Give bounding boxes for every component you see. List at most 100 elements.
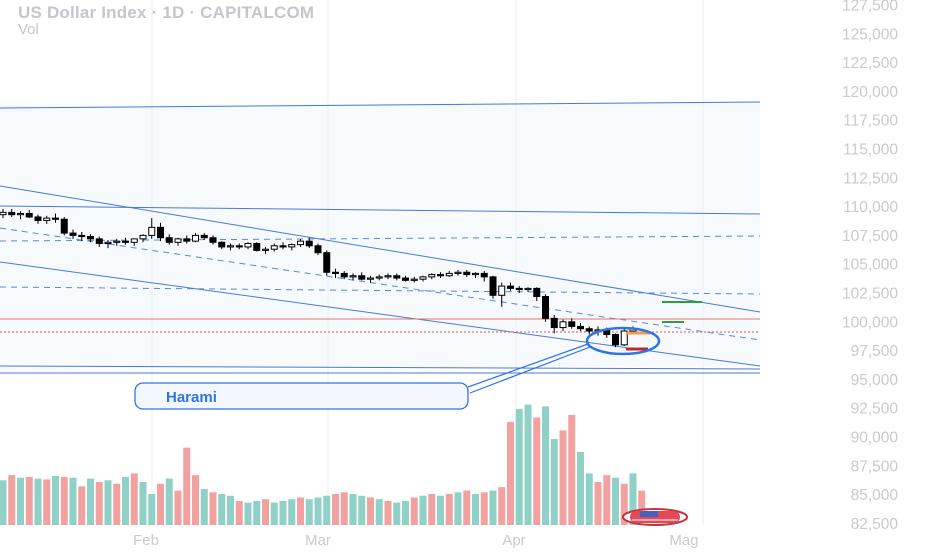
candle-body	[139, 234, 147, 240]
y-axis-tick-label: 105,000	[842, 257, 898, 274]
y-axis-tick-label: 102,500	[842, 286, 898, 303]
drawing-dashed-level	[0, 235, 761, 242]
volume-bar	[498, 487, 506, 525]
candle	[95, 236, 103, 247]
volume-bar	[533, 417, 541, 525]
candle	[480, 271, 488, 282]
candle	[498, 282, 506, 307]
candle-body	[104, 241, 112, 245]
y-axis-tick-label: 100,000	[842, 314, 898, 331]
candle-body	[60, 218, 68, 234]
x-axis-tick-label: Mar	[305, 532, 331, 549]
candle	[314, 243, 322, 255]
candle-body	[428, 274, 436, 278]
candle	[340, 271, 348, 280]
candle	[393, 273, 401, 281]
candle-body	[183, 238, 191, 242]
candle-body	[402, 277, 409, 281]
candle-body	[323, 252, 331, 273]
y-axis-tick-label: 82,500	[851, 516, 899, 533]
volume-bar	[95, 482, 103, 525]
candle	[43, 215, 51, 224]
candle-body	[253, 242, 261, 251]
volume-indicator-label: Vol	[18, 21, 39, 38]
callout-box	[134, 382, 469, 410]
volume-bar	[244, 502, 252, 525]
volume-bar	[157, 483, 164, 525]
drawing-dashed-level	[0, 286, 761, 295]
x-axis-tick-label: Feb	[133, 532, 159, 549]
candle-body	[279, 245, 287, 248]
candle-body	[419, 276, 427, 280]
candle-body	[437, 274, 444, 277]
volume-bar	[515, 408, 523, 525]
candle	[297, 238, 304, 247]
candle	[139, 234, 147, 243]
volume-bar	[305, 499, 313, 525]
candle	[358, 272, 366, 281]
volume-bar	[550, 439, 558, 525]
candle-body	[367, 277, 374, 280]
candle	[87, 234, 94, 243]
candle	[542, 294, 549, 322]
volume-bar	[270, 502, 278, 525]
drawing-line-lower	[0, 365, 761, 370]
volume-bar	[323, 495, 331, 525]
volume-bar	[454, 492, 462, 525]
y-axis-tick-label: 95,000	[851, 372, 899, 389]
candle	[550, 314, 558, 334]
candle	[0, 208, 7, 219]
candle-body	[43, 217, 51, 221]
candle	[454, 269, 462, 276]
drawing-line-upper	[0, 101, 761, 109]
volume-bar	[17, 477, 24, 525]
x-axis-tick-label: Mag	[669, 532, 698, 549]
candle-body	[612, 333, 619, 346]
candle	[157, 222, 164, 242]
candle-body	[297, 240, 304, 246]
candle	[489, 275, 497, 299]
volume-bar	[43, 479, 51, 525]
volume-bar	[358, 495, 366, 525]
candle-body	[130, 238, 138, 243]
channel-line-mid	[0, 227, 761, 341]
candle	[585, 326, 593, 335]
candle-body	[445, 272, 453, 277]
candle	[524, 287, 532, 292]
candle	[218, 241, 226, 250]
candle	[620, 328, 628, 346]
candle-body	[384, 275, 392, 278]
candle-body	[314, 245, 322, 254]
candle-body	[410, 278, 418, 281]
candle-body	[52, 217, 59, 220]
candle	[472, 272, 479, 279]
candle	[384, 273, 392, 280]
candle	[209, 235, 217, 245]
harami-label: Harami	[166, 389, 217, 406]
volume-bar	[603, 475, 611, 525]
volume-bar	[559, 430, 567, 525]
candle	[568, 318, 576, 329]
volume-bar	[437, 495, 444, 525]
candle-body	[95, 238, 103, 244]
volume-bar	[78, 486, 86, 525]
candle	[559, 319, 567, 332]
volume-bar	[612, 477, 619, 525]
y-axis-tick-label: 117,500	[843, 113, 898, 130]
candle	[69, 229, 77, 239]
candle	[612, 333, 619, 348]
volume-bar	[183, 447, 191, 525]
volume-bar	[200, 488, 208, 525]
volume-bar	[463, 490, 471, 525]
candle-body	[288, 244, 296, 248]
candle-body	[489, 276, 497, 296]
candle	[367, 275, 374, 283]
volume-bar	[489, 490, 497, 525]
chart-title: US Dollar Index · 1D · CAPITALCOM	[18, 3, 315, 22]
candle-body	[577, 325, 584, 330]
candle	[507, 282, 514, 291]
volume-bar	[130, 473, 138, 525]
candle	[122, 237, 129, 245]
candle-body	[69, 232, 77, 236]
